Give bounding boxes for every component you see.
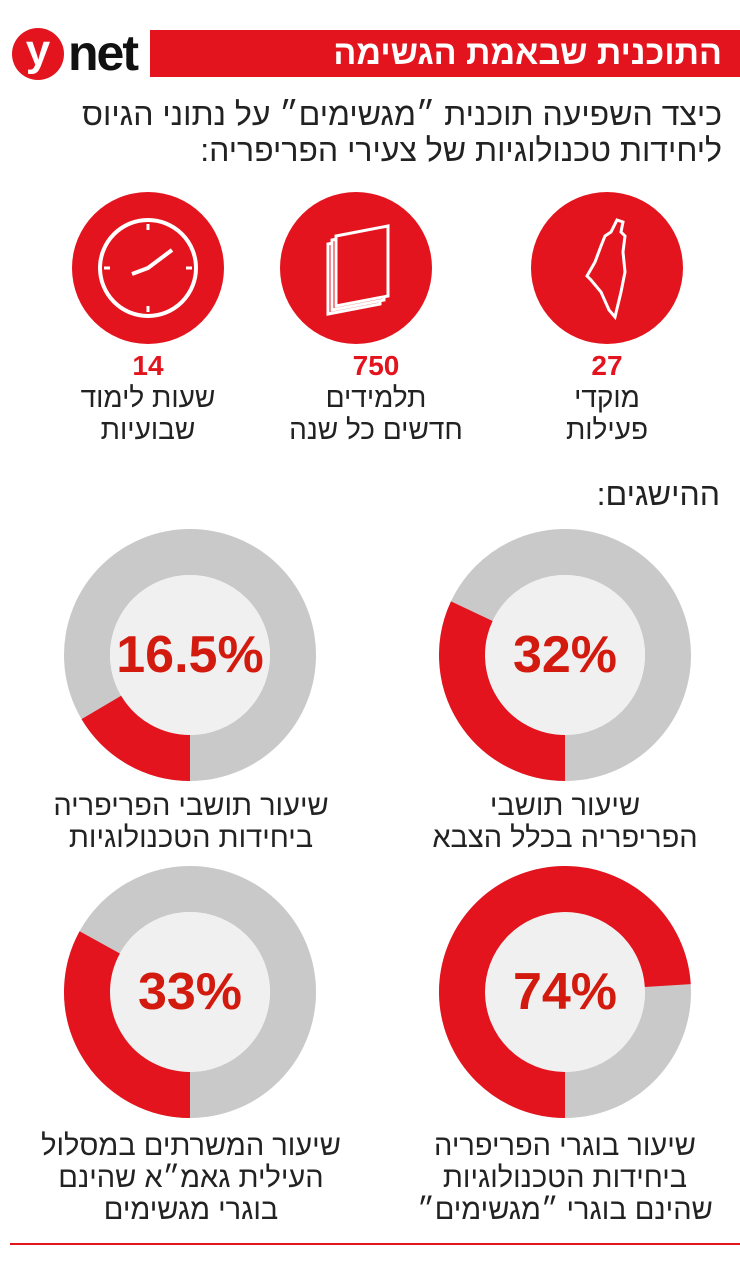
- stat-weekly-hours: 14 שעות לימוד שבועיות: [38, 350, 258, 446]
- donut-center: [485, 912, 645, 1072]
- donut-caption: שיעור המשרתים במסלול העילית גאמ״א שהינם בו…: [26, 1130, 356, 1226]
- stat-value: 14: [132, 350, 164, 381]
- caption-line: העילית גאמ״א שהינם: [58, 1162, 324, 1194]
- donut-value-arc: [439, 601, 566, 781]
- logo-net: net: [68, 25, 139, 81]
- stat-new-students: 750 תלמידים חדשים כל שנה: [266, 350, 486, 446]
- ynet-logo[interactable]: y net: [12, 25, 144, 81]
- caption-line: הפריפריה בכלל הצבא: [432, 822, 698, 854]
- book-icon: [280, 192, 432, 344]
- donut-center: [485, 575, 645, 735]
- bottom-rule: [10, 1243, 740, 1245]
- stat-label: תלמידים: [325, 382, 427, 413]
- caption-line: ביחידות הטכנולוגיות: [442, 1162, 688, 1194]
- donut-caption: שיעור תושבי הפריפריה בכלל הצבא: [400, 790, 730, 854]
- stat-label: פעילות: [565, 414, 649, 445]
- caption-line: שיעור תושבי הפריפריה: [53, 790, 329, 822]
- stat-value: 27: [591, 350, 623, 381]
- caption-line: שהינם בוגרי ״מגשימים״: [417, 1194, 713, 1226]
- achievements-heading: ההישגים:: [596, 476, 720, 512]
- stat-label: מוקדי: [574, 382, 640, 413]
- stat-label: שעות לימוד: [80, 382, 216, 413]
- donut-caption: שיעור תושבי הפריפריה ביחידות הטכנולוגיות: [26, 790, 356, 854]
- stat-value: 750: [352, 350, 400, 381]
- donut-value-arc: [81, 695, 191, 781]
- caption-line: שיעור תושבי: [489, 790, 641, 822]
- israel-map-icon: [531, 192, 683, 344]
- donut-value-arc: [64, 931, 191, 1118]
- donut-chart: 16.5%: [64, 529, 316, 781]
- donut-percent-label: 32%: [512, 626, 618, 684]
- subtitle: כיצד השפיעה תוכנית ״מגשימים״ על נתוני הג…: [82, 96, 722, 168]
- donut-center: [110, 575, 270, 735]
- donut-percent-label: 16.5%: [116, 626, 264, 684]
- donut-center: [110, 912, 270, 1072]
- page-title: התוכנית שבאמת הגשימה: [333, 34, 722, 72]
- donut-percent-label: 33%: [137, 963, 243, 1021]
- stat-label: חדשים כל שנה: [289, 414, 463, 445]
- caption-line: שיעור בוגרי הפריפריה: [434, 1130, 696, 1162]
- stat-activity-centers: 27 מוקדי פעילות: [497, 350, 717, 446]
- logo-y: y: [12, 28, 64, 80]
- caption-line: בוגרי מגשימים: [103, 1194, 279, 1226]
- caption-line: ביחידות הטכנולוגיות: [68, 822, 314, 854]
- donut-chart: 74%: [439, 866, 691, 1118]
- clock-icon: [72, 192, 224, 344]
- donut-chart: 33%: [64, 866, 316, 1118]
- caption-line: שיעור המשרתים במסלול: [41, 1130, 341, 1162]
- donut-chart: 32%: [439, 529, 691, 781]
- donut-value-arc: [439, 866, 691, 1118]
- stat-label: שבועיות: [100, 414, 196, 445]
- donut-caption: שיעור בוגרי הפריפריה ביחידות הטכנולוגיות ש…: [400, 1130, 730, 1226]
- donut-percent-label: 74%: [512, 963, 618, 1021]
- title-banner: התוכנית שבאמת הגשימה: [150, 30, 740, 77]
